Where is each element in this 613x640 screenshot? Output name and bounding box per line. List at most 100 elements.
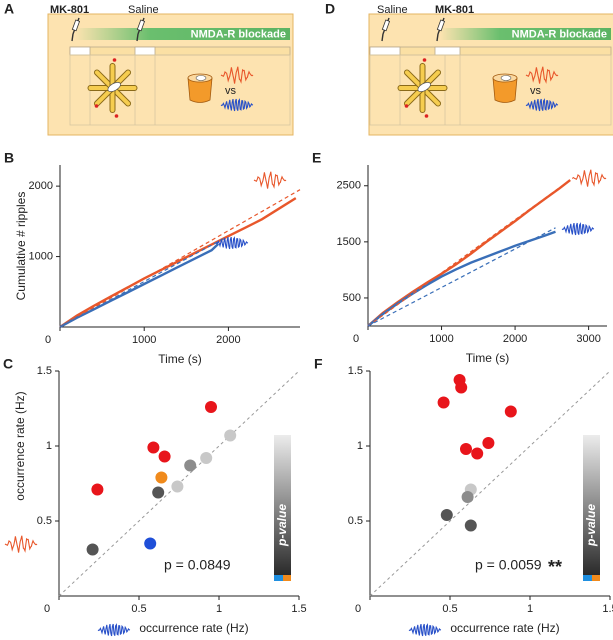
panel-label: E [312, 150, 321, 166]
panel-label: F [314, 356, 323, 372]
waveform-icon [525, 66, 559, 84]
colorbar-label: p-value [584, 504, 598, 547]
data-point [437, 396, 450, 409]
waveform-icon [215, 236, 249, 250]
x-tick-label: 0 [44, 603, 50, 615]
reward [114, 114, 119, 118]
data-point [224, 429, 237, 442]
data-point [440, 509, 453, 521]
y-tick-label: 1 [46, 440, 52, 452]
panel-label: B [4, 150, 14, 166]
injection-label: MK-801 [50, 4, 89, 16]
x-axis-label: occurrence rate (Hz) [139, 621, 248, 635]
data-point [171, 480, 184, 493]
y-tick-label: 1000 [29, 250, 53, 262]
data-point [205, 401, 217, 413]
panel-label: C [3, 356, 13, 372]
syringe-body [71, 19, 81, 32]
blockade-bar [440, 28, 611, 40]
data-point [144, 537, 157, 550]
y-tick-label: 1 [357, 440, 363, 452]
syringe-body [381, 19, 391, 32]
cumulative-line [367, 230, 556, 327]
colorbar-low [583, 575, 592, 581]
syringe-body [136, 19, 146, 32]
waveform-icon [4, 535, 38, 553]
y-tick-label: 1.5 [348, 365, 363, 377]
fit-line [59, 237, 225, 328]
colorbar [274, 435, 291, 575]
waveform-icon [253, 171, 287, 189]
identity-line [369, 370, 611, 597]
x-tick-label: 3000 [576, 333, 600, 345]
timeline-rest [134, 46, 156, 56]
colorbar-high [592, 575, 600, 581]
data-point [461, 491, 474, 503]
fit-line [59, 189, 301, 328]
x-tick-label: 0.5 [131, 603, 146, 615]
y-tick-label: 2000 [29, 180, 53, 192]
x-axis-label: Time (s) [158, 352, 202, 366]
y-tick-label: 500 [343, 292, 361, 304]
injection-label: Saline [377, 4, 408, 16]
significance: ** [548, 557, 562, 577]
x-tick-label: 1000 [429, 333, 453, 345]
cumulative-line [59, 197, 297, 328]
y-tick-label: 1.5 [37, 365, 52, 377]
x-tick-label: 2000 [216, 334, 240, 346]
x-tick-label: 0 [353, 333, 359, 345]
y-tick-label: 2500 [337, 180, 361, 192]
session-box [69, 54, 291, 126]
panel-label: D [325, 1, 335, 17]
vs-label: vs [225, 85, 237, 97]
x-tick-label: 0.5 [442, 603, 457, 615]
colorbar-low [274, 575, 283, 581]
waveform-icon [561, 222, 595, 236]
x-tick-label: 1 [527, 603, 533, 615]
panel-label: A [4, 1, 14, 17]
x-tick-label: 1.5 [602, 603, 613, 615]
data-point [455, 381, 468, 394]
vs-label: vs [530, 85, 542, 97]
reward [424, 114, 429, 118]
cumulative-line [59, 243, 220, 329]
waveform-icon [573, 169, 607, 187]
y-axis-label: occurrence rate (Hz) [13, 391, 27, 500]
y-axis-label: Cumulative # ripples [14, 192, 28, 301]
fit-line [367, 227, 556, 327]
data-point [86, 543, 99, 556]
data-point [155, 471, 168, 484]
sleep-box [492, 77, 518, 103]
blockade-label: NMDA-R blockade [191, 28, 286, 40]
y-tick-label: 1500 [337, 236, 361, 248]
p-value: p = 0.0849 [164, 557, 231, 573]
rat [195, 75, 207, 81]
reward [422, 58, 427, 62]
data-point [147, 441, 160, 454]
waveform-icon [220, 66, 254, 84]
colorbar [583, 435, 600, 575]
x-tick-label: 0 [355, 603, 361, 615]
injection-label: Saline [128, 4, 159, 16]
timeline [69, 46, 291, 56]
rat [107, 82, 121, 92]
injection-label: MK-801 [435, 4, 474, 16]
sleep-box [187, 77, 213, 103]
fit-line [367, 176, 575, 327]
x-tick-label: 1 [216, 603, 222, 615]
blockade-bar [75, 28, 290, 40]
data-point [184, 459, 197, 472]
reward [112, 58, 117, 62]
waveform-icon [408, 623, 442, 637]
x-tick-label: 1000 [132, 334, 156, 346]
data-point [460, 443, 472, 455]
x-axis-label: occurrence rate (Hz) [450, 621, 559, 635]
timeline [369, 46, 612, 56]
x-axis-label: Time (s) [466, 351, 510, 365]
x-tick-label: 1.5 [291, 603, 306, 615]
timeline-rest [434, 46, 461, 56]
timeline-rest [69, 46, 91, 56]
reward [404, 104, 409, 108]
rat [417, 82, 431, 92]
